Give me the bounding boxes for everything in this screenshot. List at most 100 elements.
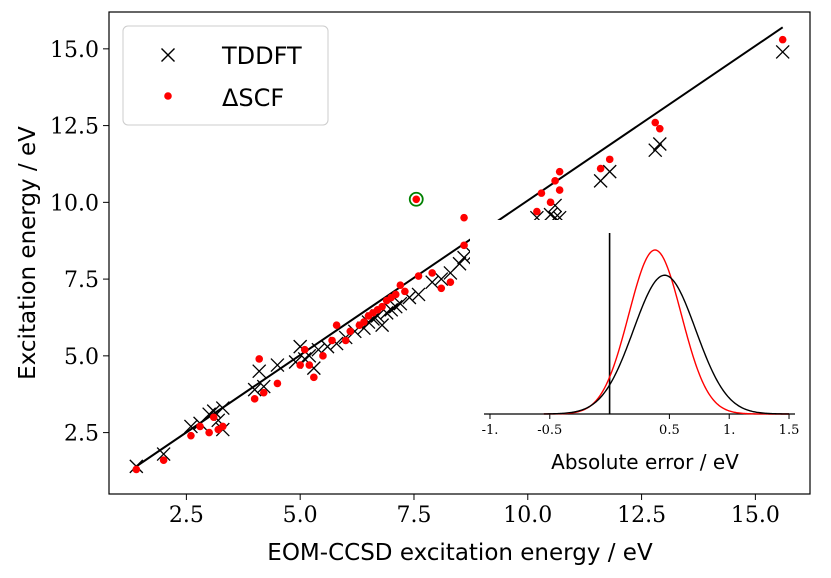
tddft-point — [375, 318, 390, 333]
dscf-point — [205, 428, 213, 437]
legend-marker-tddft — [161, 48, 175, 62]
tddft-point — [361, 315, 376, 330]
dscf-point — [446, 278, 455, 286]
tddft-point — [156, 447, 171, 462]
dscf-point — [296, 361, 304, 369]
x-axis-ticks: 2.5 5.0 7.5 10.0 12.5 15.0 — [169, 494, 780, 528]
dscf-point — [159, 456, 168, 465]
dscf-point — [555, 167, 564, 176]
x-tick-label: 12.5 — [617, 503, 666, 528]
y-tick-label: 15.0 — [50, 38, 99, 63]
inset-x-label: Absolute error / eV — [551, 450, 739, 474]
x-tick-label: 10.0 — [503, 503, 552, 528]
tddft-point — [425, 275, 440, 290]
y-axis-label: Excitation energy / eV — [15, 126, 41, 380]
dscf-point — [259, 388, 268, 397]
dscf-point — [596, 164, 605, 173]
dscf-point — [341, 336, 350, 345]
x-tick-label: 7.5 — [396, 503, 431, 528]
tddft-point — [452, 256, 467, 271]
inset-x-tick-label: 1.5 — [779, 423, 800, 438]
inset-x-ticks: -1. -0.5 0.5 1. 1.5 — [482, 414, 800, 438]
tddft-point — [457, 250, 472, 265]
inset-background — [470, 220, 802, 476]
tddft-point — [648, 143, 663, 158]
legend-marker-dscf — [164, 92, 172, 100]
tddft-point — [270, 358, 285, 373]
tddft-error-curve — [543, 274, 790, 415]
legend-box — [122, 25, 329, 126]
dscf-point — [605, 155, 614, 164]
reference-line — [135, 26, 784, 468]
tddft-point — [247, 382, 262, 397]
tddft-point — [652, 137, 667, 151]
dscf-point — [551, 177, 559, 185]
inset-x-tick-label: -0.5 — [537, 423, 562, 438]
dscf-point — [378, 302, 386, 311]
x-tick-label: 15.0 — [731, 503, 780, 528]
dscf-point — [778, 35, 787, 44]
main-plot-frame — [108, 11, 811, 495]
tddft-point — [602, 164, 617, 179]
dscf-point — [437, 284, 446, 293]
y-tick-label: 12.5 — [50, 115, 99, 140]
legend-label-dscf: ΔSCF — [222, 84, 284, 112]
y-tick-label: 7.5 — [64, 268, 99, 293]
legend: TDDFT ΔSCF — [122, 25, 329, 126]
dscf-point — [310, 373, 318, 382]
tddft-point — [256, 379, 271, 394]
legend-label-tddft: TDDFT — [221, 42, 302, 70]
tddft-point — [388, 299, 403, 314]
x-tick-label: 5.0 — [283, 503, 318, 528]
dscf-point — [332, 321, 341, 329]
dscf-point — [255, 355, 264, 363]
tddft-point — [206, 404, 221, 419]
inset-plot: -1. -0.5 0.5 1. 1.5 Absolute error / eV — [470, 220, 802, 476]
tddft-point — [252, 364, 267, 379]
x-tick-label: 2.5 — [169, 503, 204, 528]
y-tick-label: 2.5 — [64, 422, 99, 447]
tddft-point — [411, 287, 426, 302]
dscf-point — [396, 281, 405, 290]
tddft-point — [215, 401, 230, 415]
dscf-point — [651, 118, 660, 127]
dscf-point — [300, 345, 309, 354]
dscf-point — [546, 198, 555, 207]
dscf-point — [328, 336, 336, 345]
tddft-point — [543, 207, 558, 222]
dscf-point — [555, 186, 564, 194]
dscf-point — [391, 290, 400, 299]
tddft-point — [434, 272, 449, 287]
y-axis-ticks: 2.5 5.0 7.5 10.0 12.5 15.0 — [50, 38, 109, 447]
dscf-point — [273, 379, 282, 388]
highlighted-point-ring — [408, 191, 424, 207]
dscf-point — [132, 465, 141, 474]
dscf-point — [460, 241, 468, 250]
dscf-point — [209, 413, 218, 422]
main-plot: 2.5 5.0 7.5 10.0 12.5 15.0 2.5 5.0 7.5 10.0 12.5 1… — [15, 11, 811, 566]
dscf-point — [250, 395, 259, 403]
dscf-point — [655, 124, 664, 133]
dscf-point — [187, 431, 195, 440]
inset-x-tick-label: 1. — [723, 423, 735, 438]
dscf-point — [196, 422, 204, 431]
y-tick-label: 10.0 — [50, 191, 99, 216]
tddft-point — [393, 296, 408, 311]
y-tick-label: 5.0 — [64, 345, 99, 370]
x-axis-label: EOM-CCSD excitation energy / eV — [267, 540, 653, 566]
dscf-point — [414, 272, 423, 280]
tddft-point — [775, 44, 790, 59]
dscf-point — [460, 213, 468, 222]
dscf-point — [428, 269, 436, 277]
dscf-point — [346, 327, 355, 336]
dscf-point — [319, 352, 327, 360]
tddft-point — [183, 419, 198, 434]
dscf-point — [218, 422, 227, 431]
dscf-point — [401, 287, 409, 296]
inset-x-tick-label: 0.5 — [659, 423, 680, 438]
inset-x-tick-label: -1. — [482, 423, 499, 438]
dscf-point — [537, 189, 546, 197]
tddft-point — [384, 302, 399, 317]
highlighted-point — [412, 195, 421, 204]
